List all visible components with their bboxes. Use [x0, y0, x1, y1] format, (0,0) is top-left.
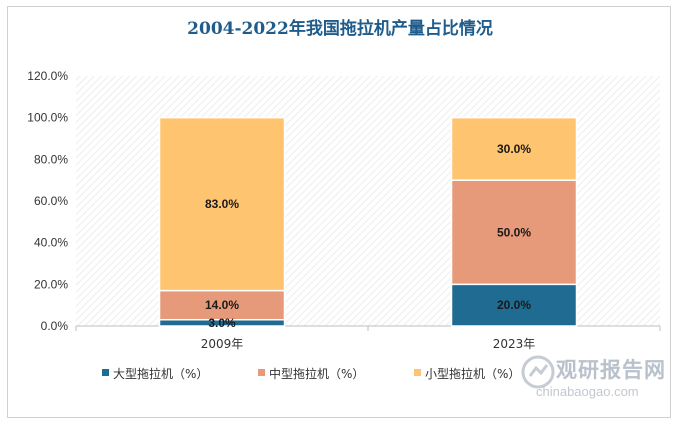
legend-swatch — [414, 369, 421, 376]
watermark-url: chinabaogao.com — [536, 384, 639, 399]
watermark-title: 观研报告网 — [556, 358, 666, 382]
category-label: 2009年 — [201, 337, 244, 351]
y-tick-label: 80.0% — [34, 152, 68, 166]
data-label: 30.0% — [497, 142, 531, 156]
y-tick-label: 20.0% — [34, 277, 68, 291]
data-label: 3.0% — [208, 316, 236, 330]
bar-segment — [450, 116, 578, 181]
category-label: 2023年 — [493, 337, 536, 351]
data-label: 50.0% — [497, 225, 531, 239]
y-tick-label: 40.0% — [34, 236, 68, 250]
data-label: 14.0% — [205, 298, 239, 312]
chart-title: 2004-2022年我国拖拉机产量占比情况 — [187, 19, 493, 39]
legend-swatch — [102, 369, 109, 376]
bar-segment — [450, 283, 578, 327]
legend-label: 中型拖拉机（%） — [269, 366, 364, 381]
legend-label: 大型拖拉机（%） — [113, 366, 208, 381]
legend-swatch — [258, 369, 265, 376]
y-tick-label: 100.0% — [27, 111, 68, 125]
watermark: 观研报告网 chinabaogao.com — [520, 354, 670, 402]
y-tick-label: 0.0% — [41, 319, 69, 333]
data-label: 20.0% — [497, 298, 531, 312]
y-tick-label: 120.0% — [27, 69, 68, 83]
watermark-logo-icon — [521, 355, 555, 389]
y-tick-label: 60.0% — [34, 194, 68, 208]
data-label: 83.0% — [205, 197, 239, 211]
bar-segment — [158, 116, 286, 292]
legend-label: 小型拖拉机（%） — [425, 366, 520, 381]
bar-segment — [450, 179, 578, 286]
